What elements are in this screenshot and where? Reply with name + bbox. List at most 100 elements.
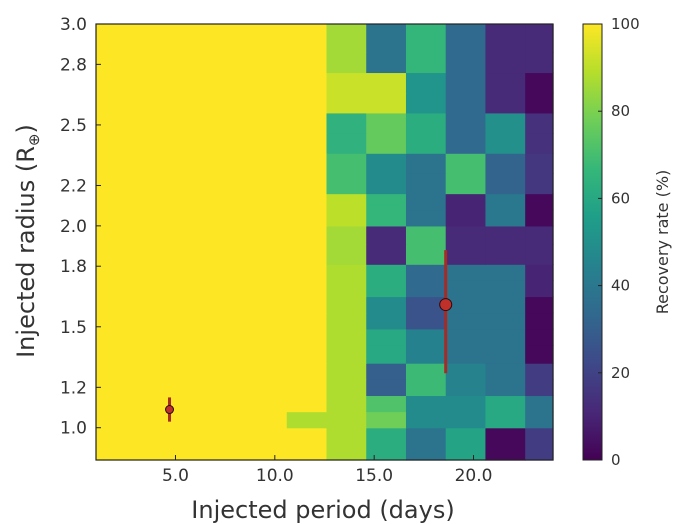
heatmap-cell	[445, 427, 487, 461]
heatmap-cell	[286, 344, 328, 364]
heatmap-cell	[525, 173, 554, 195]
heatmap-cell	[366, 344, 407, 364]
heatmap-cell	[366, 280, 407, 298]
x-tick-label: 20.0	[455, 466, 493, 486]
heatmap-cell	[286, 379, 328, 397]
y-axis-title: Injected radius (R⊕)	[12, 124, 43, 358]
heatmap-cell	[525, 209, 554, 227]
heatmap-cell	[96, 427, 288, 461]
heatmap-cell	[286, 112, 328, 134]
heatmap-cell	[445, 280, 487, 298]
heatmap-cell	[445, 296, 487, 314]
y-axis-ticks: 1.0 1.2 1.5 1.8 2.0 2.2 2.5 2.8 3.0	[60, 15, 101, 439]
heatmap-cell	[96, 112, 288, 134]
heatmap-cell	[96, 72, 288, 94]
heatmap-cell	[405, 411, 447, 429]
heatmap-cell	[286, 244, 328, 265]
heatmap-cell	[405, 312, 447, 330]
heatmap-cell	[485, 328, 526, 346]
heatmap-cell	[96, 173, 288, 195]
heatmap-cell	[485, 112, 526, 134]
heatmap-cell	[326, 209, 367, 227]
heatmap-cell	[366, 92, 407, 114]
heatmap-cell	[96, 312, 288, 330]
heatmap-cell	[405, 52, 447, 74]
heatmap-cell	[326, 173, 367, 195]
heatmap-cell	[286, 24, 328, 53]
data-point-marker	[439, 298, 453, 312]
heatmap-cell	[445, 225, 487, 245]
heatmap-cell	[405, 395, 447, 413]
heatmap-cell	[96, 52, 288, 74]
heatmap-cell	[286, 52, 328, 74]
colorbar-tick-label: 80	[611, 102, 630, 120]
heatmap-cell	[525, 244, 554, 265]
heatmap-cell	[485, 225, 526, 245]
heatmap-cell	[485, 133, 526, 154]
colorbar-tick-label: 40	[611, 277, 630, 295]
heatmap-cell	[326, 395, 367, 413]
heatmap-cell	[445, 133, 487, 154]
heatmap-cell	[366, 379, 407, 397]
heatmap-cell	[445, 209, 487, 227]
heatmap-cell	[405, 344, 447, 364]
y-tick-label: 2.8	[60, 55, 87, 75]
colorbar-tick-label: 100	[611, 15, 640, 33]
heatmap-cell	[366, 411, 407, 429]
heatmap-cell	[366, 112, 407, 134]
x-axis-title: Injected period (days)	[191, 496, 454, 524]
heatmap-cell	[326, 411, 367, 429]
heatmap-cell	[326, 225, 367, 245]
x-tick-label: 10.0	[256, 466, 294, 486]
heatmap-cell	[96, 411, 288, 429]
heatmap-cell	[445, 173, 487, 195]
heatmap-cell	[96, 92, 288, 114]
heatmap-cell	[286, 411, 328, 429]
heatmap-cell	[445, 344, 487, 364]
heatmap-cell	[525, 427, 554, 461]
heatmap-cell	[366, 153, 407, 174]
heatmap-cell	[326, 193, 367, 211]
heatmap-cell	[96, 133, 288, 154]
heatmap-cell	[286, 395, 328, 413]
heatmap-cell	[326, 280, 367, 298]
heatmap-cell	[366, 244, 407, 265]
heatmap-cell	[485, 296, 526, 314]
heatmap-cell	[326, 328, 367, 346]
heatmap-cell	[445, 379, 487, 397]
heatmap-cell	[445, 312, 487, 330]
heatmap-cell	[485, 153, 526, 174]
heatmap-cell	[366, 395, 407, 413]
heatmap-cell	[286, 92, 328, 114]
heatmap-cell	[96, 379, 288, 397]
heatmap-cell	[525, 363, 554, 380]
y-tick-label: 1.0	[60, 419, 87, 439]
heatmap-cell	[525, 112, 554, 134]
heatmap-cell	[366, 312, 407, 330]
heatmap-cell	[405, 244, 447, 265]
heatmap-cell	[405, 112, 447, 134]
y-axis-title-sub: ⊕	[25, 133, 43, 146]
heatmap-cell	[96, 344, 288, 364]
heatmap-cell	[286, 209, 328, 227]
heatmap-cell	[445, 24, 487, 53]
heatmap-cell	[525, 72, 554, 94]
heatmap-cell	[485, 24, 526, 53]
heatmap-cell	[366, 133, 407, 154]
heatmap-cell	[286, 225, 328, 245]
y-axis-title-main: Injected radius (R	[12, 146, 40, 358]
heatmap-cell	[485, 173, 526, 195]
y-tick-label: 1.5	[60, 318, 87, 338]
heatmap-cell	[286, 427, 328, 461]
heatmap-cell	[525, 193, 554, 211]
heatmap-cell	[96, 395, 288, 413]
heatmap-cell	[286, 264, 328, 281]
heatmap-cell	[326, 153, 367, 174]
heatmap-cell	[525, 225, 554, 245]
heatmap-cell	[405, 328, 447, 346]
heatmap-cell	[366, 52, 407, 74]
heatmap-cell	[286, 193, 328, 211]
heatmap-cell	[286, 363, 328, 380]
